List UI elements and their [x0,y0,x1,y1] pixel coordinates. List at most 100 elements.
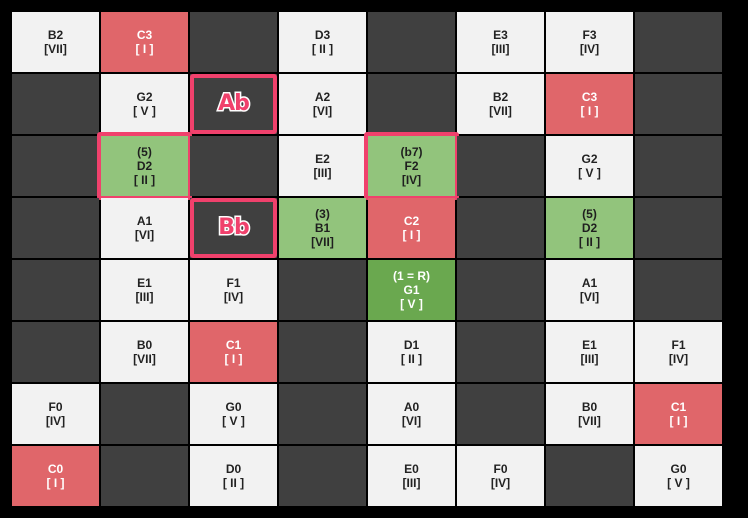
note-name: A2 [314,90,331,104]
note-cell-g0[interactable]: G0[ V ] [635,446,722,506]
note-cell-f2[interactable]: (b7) F2 [IV] [364,132,459,200]
empty-cell[interactable] [12,136,99,196]
note-name: E3 [493,28,508,42]
note-name: B2 [47,28,64,42]
note-cell-d1[interactable]: D1[ II ] [368,322,455,382]
note-cell-b0[interactable]: B0 [VII] [546,384,633,444]
note-cell-d3[interactable]: D3[ II ] [279,12,366,72]
degree-label: [IV] [490,476,511,490]
note-name: D3 [314,28,331,42]
empty-cell[interactable] [101,446,188,506]
interval-label: (b7) [400,145,423,159]
note-cell-f1[interactable]: F1 [IV] [190,260,277,320]
empty-cell[interactable] [368,12,455,72]
note-cell-e3[interactable]: E3 [III] [457,12,544,72]
note-cell-a2[interactable]: A2 [VI] [279,74,366,134]
note-name: A1 [136,214,153,228]
empty-cell[interactable] [12,260,99,320]
note-name: B2 [492,90,509,104]
note-cell-a1[interactable]: A1 [VI] [546,260,633,320]
empty-cell[interactable] [279,322,366,382]
note-cell-c0[interactable]: C0[ I ] [12,446,99,506]
highlight-note-label: Bb [217,214,251,241]
degree-label: [IV] [579,42,600,56]
empty-cell[interactable] [635,74,722,134]
note-cell-f1[interactable]: F1 [IV] [635,322,722,382]
note-cell-bb-highlight[interactable]: Bb [190,198,277,258]
note-name: D0 [225,462,242,476]
empty-cell[interactable] [101,384,188,444]
degree-label: [ I ] [580,104,599,118]
empty-cell[interactable] [457,198,544,258]
empty-cell[interactable] [457,322,544,382]
note-cell-g0[interactable]: G0[ V ] [190,384,277,444]
note-cell-b0[interactable]: B0 [VII] [101,322,188,382]
note-cell-c3[interactable]: C3[ I ] [546,74,633,134]
degree-label: [VII] [44,42,67,56]
note-name: D2 [581,221,598,235]
degree-label: [ V ] [133,104,156,118]
empty-cell[interactable] [12,74,99,134]
empty-cell[interactable] [12,198,99,258]
empty-cell[interactable] [190,136,277,196]
empty-cell[interactable] [279,446,366,506]
note-cell-b2[interactable]: B2 [VII] [457,74,544,134]
degree-label: [III] [313,166,332,180]
note-cell-d2[interactable]: (5) D2[ II ] [546,198,633,258]
note-name: C1 [670,400,687,414]
empty-cell[interactable] [635,12,722,72]
degree-label: [ V ] [400,297,423,311]
note-cell-b1[interactable]: (3) B1 [VII] [279,198,366,258]
empty-cell[interactable] [546,446,633,506]
note-cell-e2[interactable]: E2 [III] [279,136,366,196]
note-cell-b2[interactable]: B2 [VII] [12,12,99,72]
note-cell-a1[interactable]: A1 [VI] [101,198,188,258]
degree-label: [IV] [668,352,689,366]
empty-cell[interactable] [368,74,455,134]
note-cell-c1[interactable]: C1[ I ] [190,322,277,382]
note-cell-f0[interactable]: F0 [IV] [457,446,544,506]
degree-label: [ I ] [402,228,421,242]
degree-label: [ II ] [400,352,423,366]
note-cell-e0[interactable]: E0 [III] [368,446,455,506]
note-cell-d0[interactable]: D0[ II ] [190,446,277,506]
empty-cell[interactable] [457,136,544,196]
degree-label: [ V ] [667,476,690,490]
empty-cell[interactable] [635,136,722,196]
note-cell-f0[interactable]: F0 [IV] [12,384,99,444]
note-cell-e1[interactable]: E1 [III] [546,322,633,382]
empty-cell[interactable] [12,322,99,382]
note-cell-g1[interactable]: (1 = R) G1[ V ] [368,260,455,320]
note-cell-c1[interactable]: C1[ I ] [635,384,722,444]
degree-label: [III] [402,476,421,490]
empty-cell[interactable] [457,260,544,320]
note-cell-e1[interactable]: E1 [III] [101,260,188,320]
note-cell-a0[interactable]: A0 [VI] [368,384,455,444]
degree-label: [VII] [311,235,334,249]
empty-cell[interactable] [279,384,366,444]
empty-cell[interactable] [457,384,544,444]
empty-cell[interactable] [279,260,366,320]
degree-label: [VII] [489,104,512,118]
note-name: E2 [315,152,330,166]
degree-label: [ I ] [224,352,243,366]
note-name: G0 [225,400,242,414]
note-cell-c3[interactable]: C3[ I ] [101,12,188,72]
note-cell-g2[interactable]: G2[ V ] [546,136,633,196]
note-name: C3 [581,90,598,104]
note-cell-ab-highlight[interactable]: Ab [190,74,277,134]
note-name: G2 [136,90,153,104]
note-name: F1 [671,338,686,352]
note-cell-c2[interactable]: C2[ I ] [368,198,455,258]
degree-label: [ II ] [222,476,245,490]
degree-label: [ V ] [222,414,245,428]
interval-label: (1 = R) [392,269,430,283]
degree-label: [VII] [578,414,601,428]
empty-cell[interactable] [635,198,722,258]
note-cell-g2[interactable]: G2[ V ] [101,74,188,134]
empty-cell[interactable] [190,12,277,72]
note-cell-f3[interactable]: F3 [IV] [546,12,633,72]
empty-cell[interactable] [635,260,722,320]
degree-label: [IV] [45,414,66,428]
note-cell-d2[interactable]: (5) D2[ II ] [97,132,192,200]
